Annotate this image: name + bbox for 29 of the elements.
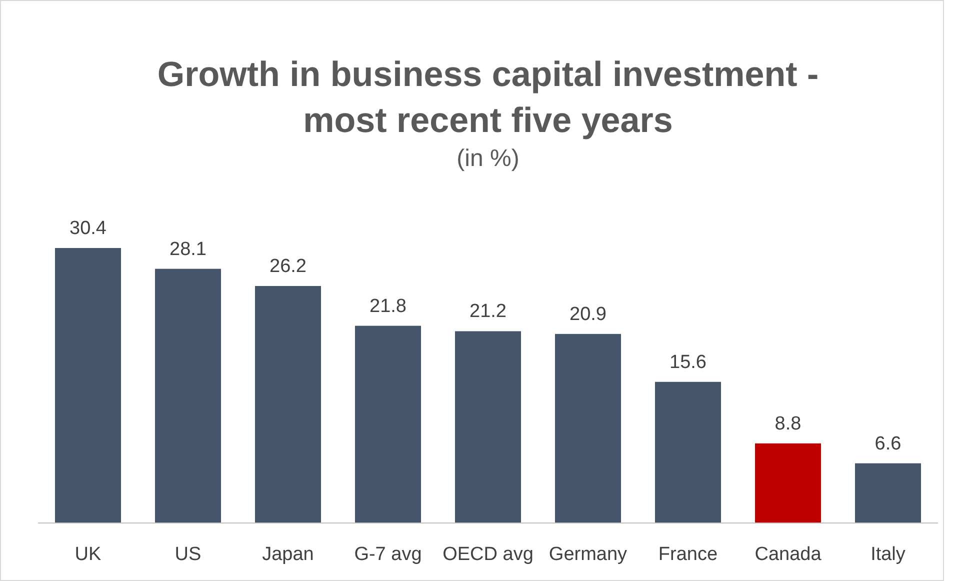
bar [55,248,121,523]
chart-subtitle: (in %) [456,145,520,172]
chart-title: Growth in business capital investment - most recent five years [157,55,819,140]
x-tick-label: France [658,544,718,565]
data-label: 28.1 [170,238,206,260]
data-label: 21.2 [470,301,506,322]
x-tick-label: Japan [262,544,314,565]
bar [655,382,721,523]
x-tick-label: OECD avg [442,544,534,565]
bar [555,334,621,523]
x-tick-label: Germany [548,544,628,565]
bar [155,268,221,523]
bar [755,443,821,523]
data-label: 15.6 [670,352,706,373]
x-tick-label: UK [74,544,102,565]
data-label: 26.2 [270,256,306,277]
data-label: 20.9 [570,304,606,325]
bar [455,331,521,523]
bar [255,286,321,523]
data-label: 6.6 [874,433,902,454]
data-label: 30.4 [70,218,107,239]
x-tick-label: G-7 avg [354,544,422,565]
bar [855,463,921,523]
x-tick-label: US [174,544,202,565]
data-label: 8.8 [774,413,802,434]
data-label: 21.8 [370,296,406,317]
x-tick-label: Italy [870,544,906,565]
x-tick-label: Canada [754,544,822,565]
bar [355,326,421,523]
